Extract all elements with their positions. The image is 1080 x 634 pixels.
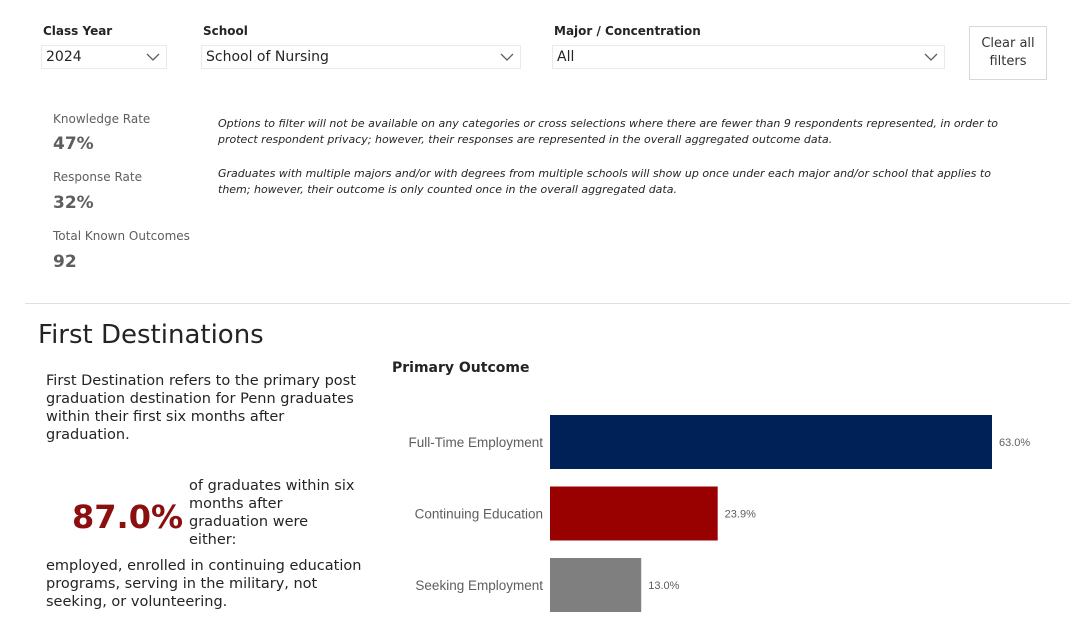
chart-title: Primary Outcome xyxy=(392,360,530,376)
chevron-down-icon xyxy=(146,53,160,61)
percentage-caption: of graduates within six months after gra… xyxy=(189,478,355,548)
category-label: Full-Time Employment xyxy=(408,435,543,450)
outcomes-text: employed, enrolled in continuing educati… xyxy=(46,558,362,610)
kpi-response-rate-label: Response Rate xyxy=(53,170,142,184)
big-percentage: 87.0% xyxy=(72,498,184,536)
major-dropdown[interactable]: All xyxy=(552,45,945,69)
kpi-total-outcomes-value: 92 xyxy=(53,252,77,272)
school-value: School of Nursing xyxy=(206,49,329,65)
clear-all-filters-button[interactable]: Clear all filters xyxy=(969,26,1047,80)
class-year-dropdown[interactable]: 2024 xyxy=(41,45,167,69)
kpi-knowledge-rate-value: 47% xyxy=(53,134,94,154)
section-description: First Destination refers to the primary … xyxy=(46,373,356,443)
primary-outcome-chart: Full-Time Employment 63.0% Continuing Educ… xyxy=(408,415,1030,612)
class-year-value: 2024 xyxy=(46,49,82,65)
chevron-down-icon xyxy=(924,53,938,61)
kpi-response-rate-value: 32% xyxy=(53,193,94,213)
bar-value-label: 63.0% xyxy=(999,437,1030,449)
bar[interactable] xyxy=(550,486,718,541)
school-label: School xyxy=(203,24,248,38)
kpi-knowledge-rate-label: Knowledge Rate xyxy=(53,112,151,126)
bar-value-label: 13.0% xyxy=(648,580,679,592)
section-divider xyxy=(25,303,1070,304)
chevron-down-icon xyxy=(500,53,514,61)
privacy-note: Options to filter will not be available … xyxy=(218,117,999,146)
school-dropdown[interactable]: School of Nursing xyxy=(201,45,521,69)
major-value: All xyxy=(557,49,575,65)
kpi-total-outcomes-label: Total Known Outcomes xyxy=(53,229,190,243)
category-label: Continuing Education xyxy=(415,507,543,522)
bar[interactable] xyxy=(550,415,992,469)
category-label: Seeking Employment xyxy=(415,578,543,593)
major-label: Major / Concentration xyxy=(554,24,701,38)
class-year-label: Class Year xyxy=(43,24,113,38)
bar[interactable] xyxy=(550,558,642,612)
bar-value-label: 23.9% xyxy=(725,509,756,521)
section-title: First Destinations xyxy=(38,320,264,350)
multiple-majors-note: Graduates with multiple majors and/or wi… xyxy=(218,167,991,196)
